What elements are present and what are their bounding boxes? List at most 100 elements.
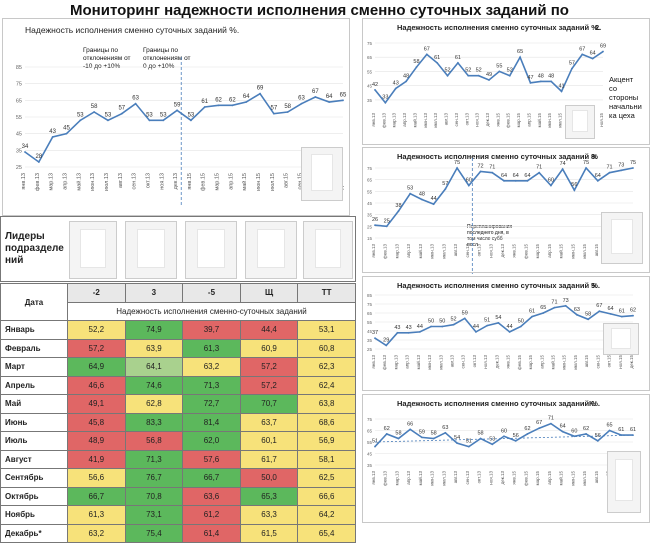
data-point bbox=[632, 167, 634, 169]
chart-r1-title: Надежность исполнения сменно суточных за… bbox=[397, 23, 600, 32]
data-label: 58 bbox=[477, 431, 483, 437]
x-tick-label: май.13 bbox=[417, 471, 423, 486]
data-point bbox=[457, 62, 459, 64]
x-tick-label: июл.15 bbox=[573, 355, 578, 370]
data-point bbox=[418, 331, 421, 333]
data-point bbox=[479, 170, 482, 173]
x-tick-label: ноя.13 bbox=[483, 355, 488, 369]
y-tick-label: 75 bbox=[367, 41, 373, 46]
data-point bbox=[598, 310, 601, 313]
date-header: Дата bbox=[0, 283, 68, 321]
x-tick-label: июн.15 bbox=[570, 471, 575, 486]
data-label: 44 bbox=[417, 324, 423, 330]
x-tick-label: янв.13 bbox=[21, 173, 27, 190]
reliability-table: Дата -2 3 -5 Щ ТТ Надежность исполнения … bbox=[0, 283, 356, 543]
data-point bbox=[585, 433, 587, 435]
data-label: 56 bbox=[571, 182, 577, 188]
value-cell: 63,9 bbox=[124, 338, 184, 358]
data-label: 57 bbox=[271, 106, 278, 112]
data-label: 53 bbox=[407, 186, 413, 192]
data-point bbox=[384, 101, 387, 104]
data-point bbox=[608, 429, 611, 432]
data-point bbox=[436, 62, 439, 64]
data-label: 52 bbox=[450, 317, 456, 323]
col-header-2: 3 bbox=[124, 283, 184, 303]
x-tick-label: авг.15 bbox=[584, 355, 589, 368]
month-cell: Декабрь* bbox=[0, 523, 68, 543]
data-label: 63 bbox=[574, 307, 580, 313]
x-tick-label: окт.13 bbox=[145, 173, 151, 188]
data-point bbox=[217, 104, 220, 107]
x-tick-label: июл.13 bbox=[433, 113, 438, 128]
data-label: 69 bbox=[257, 86, 264, 92]
data-label: 61 bbox=[434, 55, 440, 61]
y-tick-label: 65 bbox=[367, 429, 373, 434]
trend-line bbox=[374, 434, 634, 443]
data-label: 65 bbox=[340, 92, 347, 98]
x-tick-label: мар.15 bbox=[535, 244, 540, 259]
data-point bbox=[374, 89, 376, 91]
x-tick-label: июл.15 bbox=[582, 471, 587, 486]
y-tick-label: 25 bbox=[367, 347, 373, 352]
x-tick-label: мар.13 bbox=[393, 355, 398, 370]
data-label: 64 bbox=[524, 173, 530, 179]
value-cell: 70,8 bbox=[124, 486, 184, 506]
x-tick-label: апр.15 bbox=[228, 173, 234, 190]
data-label: 64 bbox=[501, 173, 507, 179]
data-point bbox=[576, 313, 578, 316]
data-point bbox=[385, 344, 388, 347]
data-point bbox=[542, 312, 545, 314]
x-tick-label: ноя.13 bbox=[488, 471, 493, 485]
data-point bbox=[162, 119, 165, 122]
data-point bbox=[415, 66, 418, 69]
series-line bbox=[374, 304, 634, 347]
data-point bbox=[519, 56, 521, 59]
table-row: Январь 52,2 74,9 39,7 44,4 53,1 bbox=[0, 320, 356, 340]
main-chart-annotation-1: Границы по отклонениям от -10 до +10% bbox=[83, 47, 131, 70]
value-cell: 61,3 bbox=[67, 505, 126, 525]
leaders-row: Лидеры подразделе ний bbox=[0, 216, 356, 282]
data-label: 52 bbox=[476, 68, 482, 74]
data-point bbox=[51, 136, 54, 138]
data-point bbox=[467, 74, 470, 77]
value-cell: 81,4 bbox=[182, 412, 241, 432]
x-tick-label: мар.13 bbox=[394, 244, 399, 259]
data-label: 51 bbox=[484, 318, 490, 324]
value-cell: 48,9 bbox=[67, 431, 126, 451]
data-label: 71 bbox=[606, 165, 612, 171]
y-tick-label: 45 bbox=[16, 132, 22, 138]
x-tick-label: апр.13 bbox=[402, 113, 407, 127]
data-label: 71 bbox=[536, 165, 542, 171]
data-point bbox=[539, 80, 542, 83]
x-tick-label: сен.13 bbox=[454, 113, 459, 127]
data-point bbox=[342, 99, 344, 102]
value-cell: 56,8 bbox=[124, 431, 184, 451]
data-label: 63 bbox=[132, 96, 139, 102]
data-point bbox=[503, 435, 505, 438]
x-tick-label: дек.13 bbox=[485, 113, 490, 127]
data-label: 67 bbox=[312, 89, 319, 95]
data-point bbox=[444, 431, 447, 434]
data-point bbox=[573, 189, 576, 192]
data-label: 53 bbox=[160, 112, 167, 118]
x-tick-label: май.13 bbox=[415, 355, 421, 370]
data-point bbox=[407, 331, 410, 334]
data-label: 54 bbox=[495, 315, 501, 321]
x-tick-label: мар.13 bbox=[49, 173, 55, 191]
chart-r3-title: Надежность исполнения сменно суточных за… bbox=[397, 281, 600, 290]
x-tick-label: июл.13 bbox=[104, 173, 110, 191]
data-label: 75 bbox=[454, 160, 460, 166]
data-label: 61 bbox=[619, 309, 625, 315]
x-tick-label: июл.13 bbox=[441, 471, 446, 486]
data-label: 67 bbox=[536, 420, 542, 426]
data-label: 53 bbox=[105, 112, 112, 118]
data-point bbox=[467, 445, 470, 448]
x-tick-label: авг.13 bbox=[118, 173, 124, 188]
data-point bbox=[608, 171, 611, 174]
x-tick-label: май.15 bbox=[558, 244, 564, 259]
series-line bbox=[24, 92, 344, 164]
data-label: 65 bbox=[540, 305, 546, 311]
data-label: 48 bbox=[403, 73, 409, 79]
value-cell: 63,2 bbox=[182, 357, 241, 377]
data-point bbox=[374, 445, 376, 448]
